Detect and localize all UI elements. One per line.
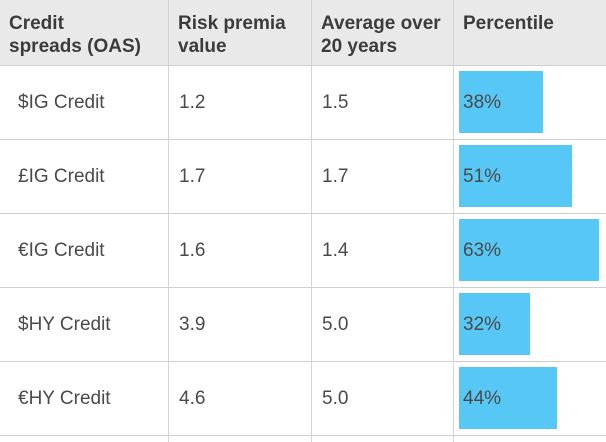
row-credit-name: $HY Credit [18, 314, 111, 335]
percentile-label: 44% [463, 388, 502, 409]
row-credit-name: €IG Credit [18, 240, 105, 261]
row-risk-premia-value: 4.6 [179, 388, 206, 409]
column-divider [453, 0, 454, 442]
table-header: Credit spreads (OAS) Risk premia value A… [0, 0, 606, 66]
header-risk-premia: Risk premia value [178, 13, 286, 57]
column-divider [311, 0, 312, 442]
header-average-20-years: Average over 20 years [321, 13, 441, 57]
row-credit-name: £IG Credit [18, 166, 105, 187]
percentile-bar [459, 71, 543, 133]
column-divider [168, 0, 169, 442]
row-average-20-years: 1.4 [322, 240, 349, 261]
row-average-20-years: 1.5 [322, 92, 349, 113]
row-credit-name: $IG Credit [18, 92, 105, 113]
percentile-label: 63% [463, 240, 502, 261]
percentile-label: 51% [463, 166, 502, 187]
table-row: $HY Credit 3.9 5.0 32% [0, 288, 606, 362]
percentile-label: 32% [463, 314, 502, 335]
row-risk-premia-value: 1.6 [179, 240, 206, 261]
header-percentile: Percentile [463, 13, 554, 34]
percentile-bar [459, 367, 557, 429]
table-row: €IG Credit 1.6 1.4 63% [0, 214, 606, 288]
percentile-label: 38% [463, 92, 502, 113]
percentile-bar [459, 293, 530, 355]
table-row: $IG Credit 1.2 1.5 38% [0, 66, 606, 140]
percentile-bar [459, 219, 599, 281]
table-row: £IG Credit 1.7 1.7 51% [0, 140, 606, 214]
row-risk-premia-value: 1.2 [179, 92, 206, 113]
header-credit-spreads: Credit spreads (OAS) [9, 13, 141, 57]
percentile-bar [459, 145, 572, 207]
row-average-20-years: 5.0 [322, 314, 349, 335]
row-average-20-years: 5.0 [322, 388, 349, 409]
row-risk-premia-value: 3.9 [179, 314, 206, 335]
row-average-20-years: 1.7 [322, 166, 349, 187]
row-risk-premia-value: 1.7 [179, 166, 206, 187]
table-row: €HY Credit 4.6 5.0 44% [0, 362, 606, 436]
row-credit-name: €HY Credit [18, 388, 111, 409]
